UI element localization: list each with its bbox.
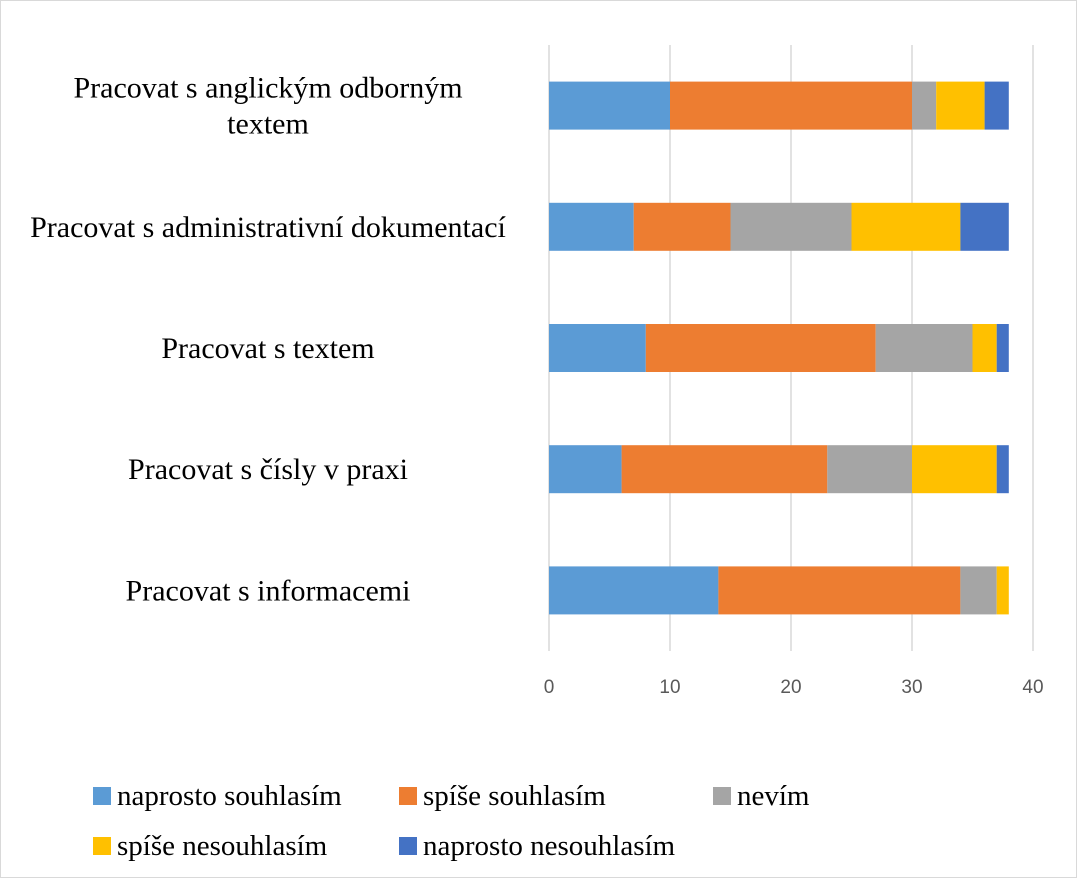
bar-segment [549,566,719,615]
bar-segment [936,81,985,130]
bar-segment [875,324,973,372]
category-label: Pracovat s textem [161,332,374,365]
x-axis-tick-labels: 0 10 20 30 40 [544,677,1044,698]
bar-segment [621,445,828,494]
bar-segment [851,202,961,251]
legend-swatch [93,837,111,855]
legend-label: spíše souhlasím [423,780,606,812]
legend-label: spíše nesouhlasím [117,830,328,862]
category-label: Pracovat s administrativní dokumentací [30,211,506,244]
category-labels: Pracovat s anglickým odborným textem Praco… [30,72,506,608]
x-tick-label: 20 [780,677,801,698]
legend-swatch [399,837,417,855]
x-tick-label: 0 [544,677,555,698]
legend-item: naprosto nesouhlasím [399,830,676,862]
legend-item: spíše nesouhlasím [93,830,328,862]
x-tick-label: 40 [1022,677,1043,698]
bar-segment [827,445,912,494]
legend-item: spíše souhlasím [399,780,606,812]
x-tick-label: 30 [901,677,922,698]
bars [549,81,1009,615]
legend-label: naprosto souhlasím [117,780,342,812]
bar-segment [549,81,670,130]
bar-segment [549,445,622,494]
bar-segment [984,81,1009,130]
legend-swatch [93,787,111,805]
legend-swatch [713,787,731,805]
bar-segment [996,324,1009,372]
bar-segment [912,445,997,494]
bar-segment [633,202,731,251]
legend-swatch [399,787,417,805]
bar-segment [996,566,1009,615]
category-label: Pracovat s čísly v praxi [128,453,408,486]
legend: naprosto souhlasím spíše souhlasím nevím sp… [93,780,810,862]
x-tick-label: 10 [659,677,680,698]
bar-segment [960,202,1009,251]
bar-segment [996,445,1009,494]
bar-segment [549,202,634,251]
bar-segment [730,202,852,251]
bar-segment [670,81,912,130]
bar-segment [549,324,646,372]
bar-segment [718,566,961,615]
bar-segment [972,324,997,372]
legend-item: naprosto souhlasím [93,780,342,812]
category-label: Pracovat s informacemi [126,574,411,607]
legend-label: nevím [737,780,810,812]
legend-item: nevím [713,780,810,812]
category-label: Pracovat s anglickým odborným textem [73,72,462,141]
bar-segment [960,566,997,615]
bar-segment [645,324,876,372]
legend-label: naprosto nesouhlasím [423,830,676,862]
bar-segment [912,81,937,130]
